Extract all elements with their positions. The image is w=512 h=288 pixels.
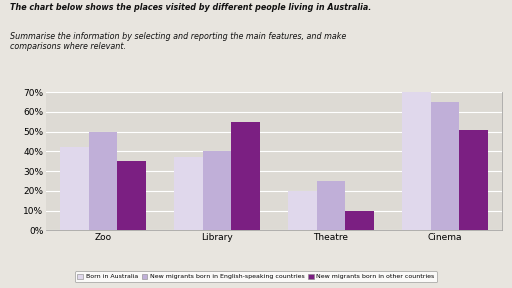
Bar [345, 211, 374, 230]
Bar [402, 92, 431, 230]
Bar [174, 157, 203, 230]
Bar [459, 130, 487, 230]
Bar [431, 102, 459, 230]
Bar [60, 147, 89, 230]
Bar [231, 122, 260, 230]
Bar [203, 151, 231, 230]
Bar [89, 132, 117, 230]
Bar [288, 191, 316, 230]
Text: The chart below shows the places visited by different people living in Australia: The chart below shows the places visited… [10, 3, 372, 12]
Legend: Born in Australia, New migrants born in English-speaking countries, New migrants: Born in Australia, New migrants born in … [75, 271, 437, 282]
Bar [117, 161, 146, 230]
Text: Summarise the information by selecting and reporting the main features, and make: Summarise the information by selecting a… [10, 32, 347, 51]
Bar [316, 181, 345, 230]
